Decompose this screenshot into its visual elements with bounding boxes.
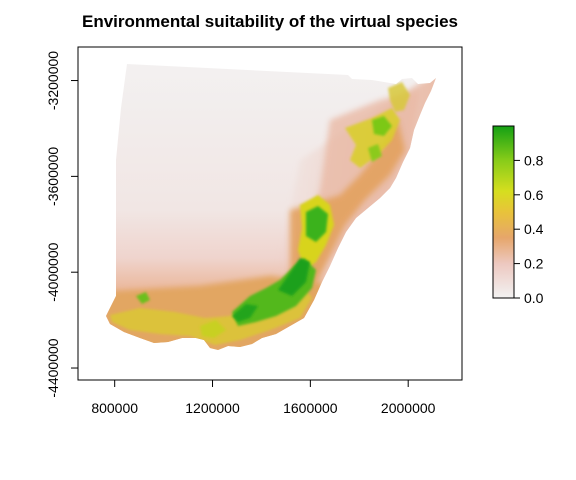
legend-tick-label: 0.4 (524, 221, 544, 237)
y-tick-label: -3600000 (45, 147, 61, 206)
x-tick-label: 1600000 (283, 400, 338, 416)
suitability-raster (106, 64, 436, 350)
map-title: Environmental suitability of the virtual… (82, 12, 458, 31)
legend-tick-label: 0.2 (524, 256, 544, 272)
y-tick-label: -4000000 (45, 242, 61, 301)
y-tick-label: -3200000 (45, 51, 61, 110)
legend: 0.0 0.2 0.4 0.6 0.8 (492, 125, 544, 306)
x-tick-label: 2000000 (381, 400, 436, 416)
legend-tick-label: 0.0 (524, 290, 544, 306)
legend-tick-label: 0.6 (524, 187, 544, 203)
legend-tick-label: 0.8 (524, 152, 544, 168)
legend-colorbar (492, 125, 515, 299)
y-axis: -3200000 -3600000 -4000000 -4400000 (45, 51, 78, 398)
plot-frame (77, 46, 463, 381)
x-tick-label: 1200000 (185, 400, 240, 416)
y-tick-label: -4400000 (45, 338, 61, 397)
x-tick-label: 800000 (91, 400, 138, 416)
x-axis: 800000 1200000 1600000 2000000 (91, 380, 436, 416)
